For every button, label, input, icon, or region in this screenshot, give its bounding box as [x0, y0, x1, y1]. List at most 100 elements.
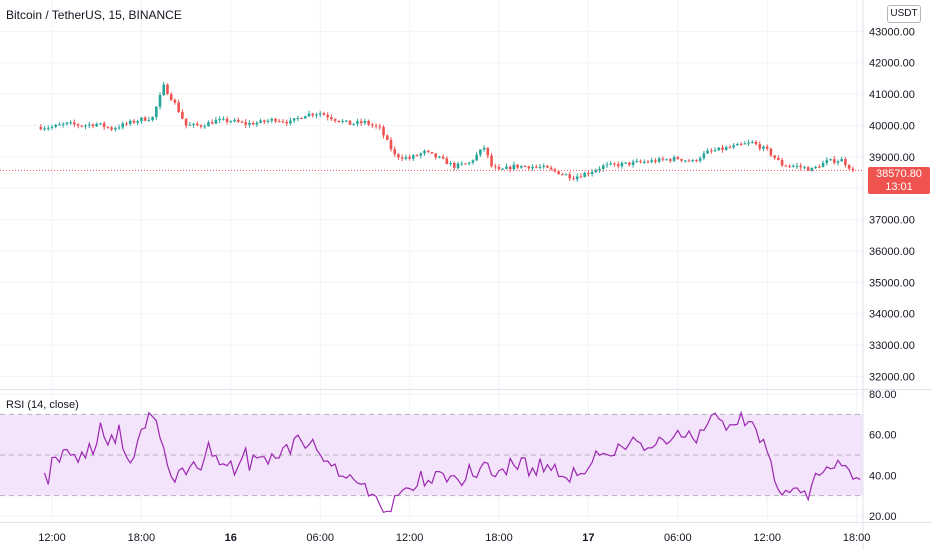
- candle-body: [602, 165, 605, 169]
- candle-body: [87, 124, 91, 126]
- candle-body: [434, 153, 437, 158]
- candle-body: [523, 166, 527, 168]
- candle-body: [814, 166, 817, 168]
- candle-body: [214, 119, 218, 124]
- candle-body: [255, 122, 259, 125]
- candle-body: [683, 160, 687, 162]
- candle-body: [493, 166, 497, 168]
- candle-body: [367, 121, 370, 125]
- rsi-tick-label: 20.00: [869, 511, 897, 523]
- candle-body: [397, 154, 400, 158]
- candle-body: [285, 121, 288, 124]
- candle-body: [810, 167, 814, 171]
- candle-body: [464, 163, 467, 165]
- candle-body: [754, 141, 758, 145]
- candle-body: [844, 159, 847, 166]
- candle-body: [795, 165, 799, 167]
- candle-body: [199, 125, 203, 127]
- candle-body: [46, 127, 50, 129]
- candle-body: [642, 161, 646, 163]
- candle-body: [84, 125, 87, 127]
- candle-body: [415, 155, 419, 157]
- candle-body: [54, 124, 58, 127]
- candle-body: [99, 123, 102, 125]
- price-tick-label: 41000.00: [869, 89, 915, 101]
- price-tick-label: 33000.00: [869, 340, 915, 352]
- candle-body: [166, 84, 169, 95]
- rsi-pane: [0, 410, 863, 514]
- candle-body: [646, 161, 650, 163]
- candle-body: [836, 161, 840, 163]
- candle-body: [851, 168, 855, 171]
- candle-body: [665, 159, 668, 161]
- rsi-band: [0, 414, 863, 496]
- candle-body: [743, 143, 747, 145]
- candle-body: [698, 158, 702, 161]
- price-tick-label: 35000.00: [869, 277, 915, 289]
- candle-body: [244, 122, 247, 125]
- candle-body: [445, 158, 449, 165]
- candle-body: [818, 166, 821, 168]
- candle-body: [609, 163, 613, 165]
- candle-body: [520, 166, 523, 168]
- candle-body: [594, 170, 598, 173]
- candle-body: [65, 122, 69, 124]
- candle-body: [61, 123, 65, 125]
- candlestick-series: [0, 82, 863, 182]
- candle-body: [825, 160, 829, 163]
- candle-body: [371, 124, 374, 126]
- candle-body: [378, 126, 382, 128]
- candle-body: [296, 117, 300, 119]
- candle-body: [426, 150, 430, 153]
- candle-body: [114, 128, 117, 130]
- time-tick-label: 06:00: [664, 532, 692, 544]
- candle-body: [430, 152, 434, 154]
- candle-body: [631, 161, 635, 165]
- candle-body: [713, 150, 717, 152]
- candle-body: [263, 120, 266, 122]
- candle-body: [304, 116, 307, 119]
- candle-body: [639, 161, 642, 163]
- rsi-tick-label: 60.00: [869, 430, 897, 442]
- candle-body: [300, 117, 303, 119]
- candle-body: [773, 155, 776, 158]
- candle-body: [236, 119, 240, 122]
- candle-body: [717, 147, 721, 151]
- price-tick-label: 42000.00: [869, 58, 915, 70]
- candle-body: [229, 121, 233, 123]
- candle-body: [106, 126, 110, 128]
- candle-body: [624, 162, 627, 164]
- candle-body: [747, 142, 750, 144]
- time-tick-label: 12:00: [753, 532, 781, 544]
- candle-body: [121, 123, 125, 128]
- candle-body: [628, 162, 631, 165]
- time-tick-label: 12:00: [396, 532, 424, 544]
- candle-body: [207, 122, 210, 127]
- time-tick-label: 18:00: [843, 532, 871, 544]
- candle-body: [225, 118, 229, 122]
- last-price-tag: 38570.80 13:01: [868, 167, 930, 194]
- candle-body: [840, 159, 843, 162]
- price-tick-label: 43000.00: [869, 26, 915, 38]
- candle-body: [531, 166, 534, 169]
- candle-body: [564, 174, 568, 176]
- candle-body: [568, 174, 572, 179]
- candle-body: [635, 161, 639, 163]
- candle-body: [438, 156, 441, 158]
- candle-body: [184, 118, 188, 126]
- candle-body: [169, 94, 173, 100]
- candle-body: [847, 165, 851, 169]
- candle-body: [687, 160, 691, 162]
- candle-body: [251, 122, 255, 125]
- candle-body: [669, 159, 672, 161]
- candle-body: [315, 114, 318, 116]
- currency-button[interactable]: USDT: [887, 5, 921, 23]
- candle-body: [248, 122, 251, 125]
- price-tick-label: 40000.00: [869, 120, 915, 132]
- candle-body: [654, 160, 657, 162]
- candle-body: [546, 165, 549, 168]
- candle-body: [758, 144, 762, 149]
- time-tick-label: 18:00: [485, 532, 513, 544]
